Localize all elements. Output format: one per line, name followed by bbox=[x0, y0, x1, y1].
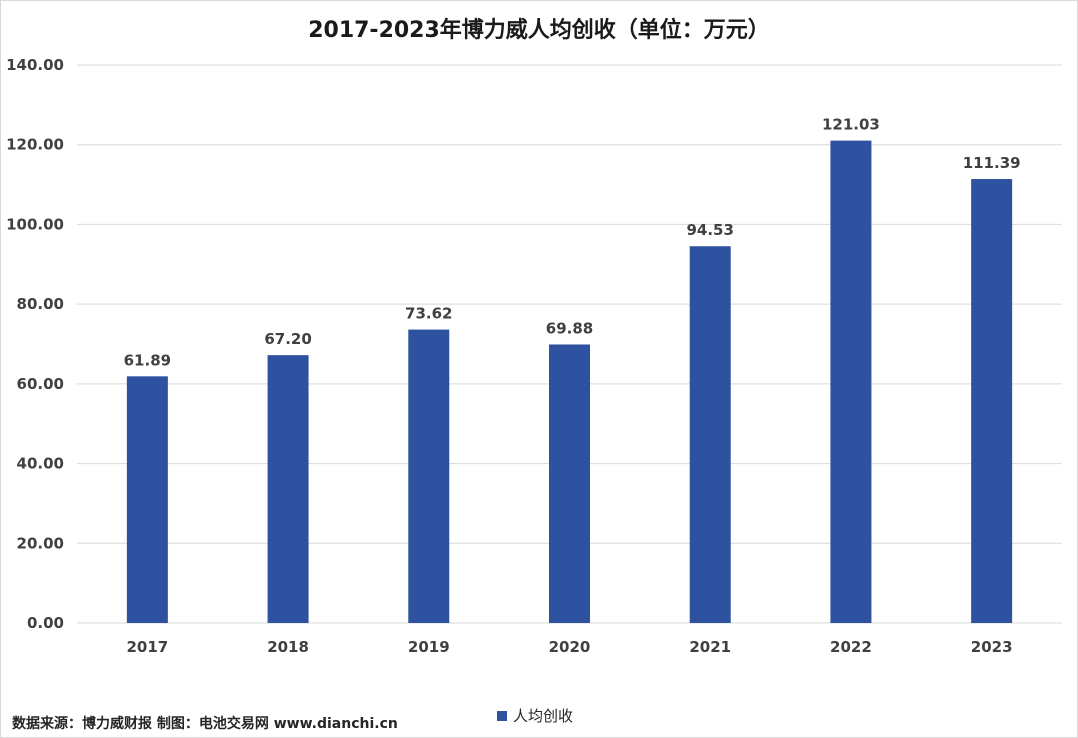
bar bbox=[549, 344, 590, 623]
data-label: 67.20 bbox=[264, 330, 311, 348]
bar bbox=[689, 246, 731, 624]
y-tick-label: 20.00 bbox=[17, 534, 64, 552]
data-label: 111.39 bbox=[963, 154, 1021, 172]
x-tick-label: 2023 bbox=[971, 638, 1013, 656]
data-label: 94.53 bbox=[686, 221, 733, 239]
bar bbox=[126, 376, 168, 623]
y-tick-label: 60.00 bbox=[17, 375, 64, 393]
y-tick-label: 0.00 bbox=[27, 614, 64, 632]
y-tick-label: 140.00 bbox=[6, 56, 64, 74]
bar bbox=[971, 179, 1013, 623]
bar bbox=[267, 355, 309, 623]
source-note: 数据来源：博力威财报 制图：电池交易网 www.dianchi.cn bbox=[12, 716, 398, 732]
y-tick-label: 40.00 bbox=[17, 455, 64, 473]
x-tick-label: 2018 bbox=[267, 638, 309, 656]
bar bbox=[830, 140, 872, 623]
y-tick-label: 100.00 bbox=[6, 215, 64, 233]
x-tick-label: 2021 bbox=[689, 638, 731, 656]
legend-label: 人均创收 bbox=[513, 707, 574, 725]
x-tick-label: 2019 bbox=[408, 638, 450, 656]
x-tick-label: 2022 bbox=[830, 638, 872, 656]
legend-swatch bbox=[497, 710, 507, 721]
x-tick-label: 2020 bbox=[549, 638, 591, 656]
data-label: 121.03 bbox=[822, 116, 880, 134]
data-label: 61.89 bbox=[124, 351, 171, 369]
x-tick-label: 2017 bbox=[126, 638, 168, 656]
y-tick-label: 120.00 bbox=[6, 136, 64, 154]
data-label: 73.62 bbox=[405, 305, 452, 323]
data-label: 69.88 bbox=[546, 319, 593, 337]
y-tick-label: 80.00 bbox=[17, 295, 64, 313]
legend: 人均创收 bbox=[497, 705, 573, 726]
chart-title: 2017-2023年博力威人均创收（单位：万元） bbox=[308, 18, 770, 43]
bar bbox=[408, 329, 450, 623]
